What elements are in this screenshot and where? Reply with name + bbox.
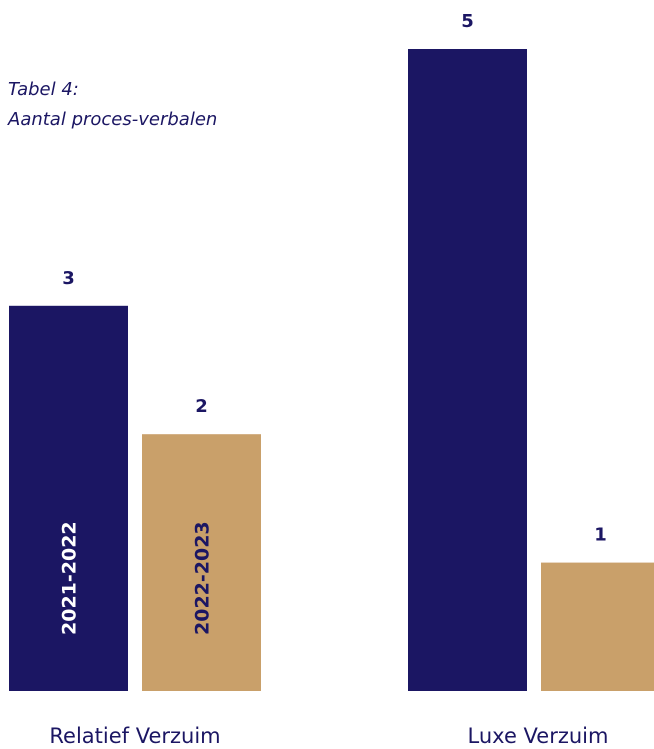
category-label-luxe: Luxe Verzuim — [468, 724, 609, 748]
bar-relatief-2021-2022 — [9, 305, 128, 691]
legend-label-2022-2023: 2022-2023 — [192, 521, 214, 635]
chart-title-line1: Tabel 4: — [8, 79, 79, 100]
chart-title-line2: Aantal proces-verbalen — [8, 109, 218, 130]
data-label-luxe-2021-2022: 5 — [461, 11, 474, 32]
category-label-relatief: Relatief Verzuim — [49, 724, 220, 748]
data-label-relatief-2021-2022: 3 — [62, 268, 75, 289]
bar-luxe-2021-2022 — [408, 49, 527, 691]
bar-luxe-2022-2023 — [541, 562, 654, 691]
data-label-luxe-2022-2023: 1 — [594, 525, 607, 546]
chart-title: Tabel 4: Aantal proces-verbalen — [8, 75, 217, 135]
bar-relatief-2022-2023 — [142, 434, 261, 691]
legend-label-2021-2022: 2021-2022 — [59, 521, 81, 635]
data-label-relatief-2022-2023: 2 — [195, 396, 208, 417]
